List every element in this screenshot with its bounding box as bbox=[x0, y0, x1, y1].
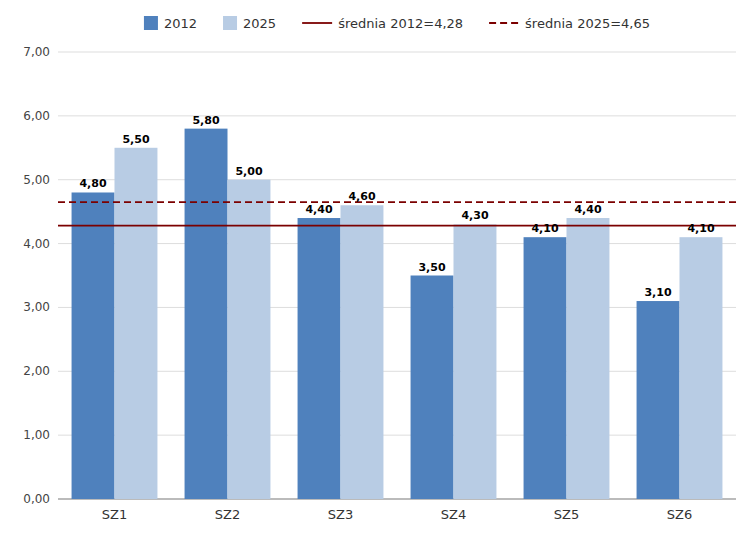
grid-line bbox=[58, 52, 736, 53]
y-tick-label: 7,00 bbox=[23, 45, 50, 59]
legend-swatch bbox=[223, 16, 237, 30]
mean-line bbox=[58, 201, 736, 203]
data-labels: 4,80 5,80 4,40 3,50 4,10 3,10 5,50 5,00 4,60 4,30… bbox=[79, 114, 714, 299]
grid-line bbox=[58, 243, 736, 244]
legend-label: średnia 2012=4,28 bbox=[338, 16, 463, 31]
x-axis-line bbox=[58, 499, 736, 500]
data-label: 4,10 bbox=[687, 222, 714, 235]
data-label: 4,80 bbox=[79, 177, 106, 190]
x-tick-label: SZ3 bbox=[328, 507, 353, 522]
y-tick-label: 3,00 bbox=[23, 300, 50, 314]
legend-item: 2012 bbox=[144, 16, 197, 31]
data-label: 4,60 bbox=[348, 190, 375, 203]
bar bbox=[341, 205, 384, 499]
bar bbox=[72, 192, 115, 499]
x-tick-label: SZ6 bbox=[667, 507, 692, 522]
grid-line bbox=[58, 499, 736, 500]
y-tick-label: 6,00 bbox=[23, 109, 50, 123]
grid-line bbox=[58, 435, 736, 436]
legend-swatch bbox=[144, 16, 158, 30]
data-label: 3,50 bbox=[418, 261, 445, 274]
data-label: 4,10 bbox=[531, 222, 558, 235]
y-tick-label: 1,00 bbox=[23, 428, 50, 442]
grid-line bbox=[58, 179, 736, 180]
bar bbox=[524, 237, 567, 499]
data-label: 4,30 bbox=[461, 209, 488, 222]
legend-item: średnia 2012=4,28 bbox=[302, 16, 463, 31]
legend-item: 2025 bbox=[223, 16, 276, 31]
y-tick-label: 0,00 bbox=[23, 492, 50, 506]
x-tick-label: SZ5 bbox=[554, 507, 579, 522]
bar bbox=[567, 218, 610, 499]
legend-label: średnia 2025=4,65 bbox=[525, 16, 650, 31]
data-label: 4,40 bbox=[305, 203, 332, 216]
mean-line bbox=[58, 225, 736, 227]
legend-label: 2012 bbox=[164, 16, 197, 31]
data-label: 5,00 bbox=[235, 165, 262, 178]
plot-area bbox=[58, 129, 736, 499]
y-tick-label: 4,00 bbox=[23, 237, 50, 251]
data-label: 3,10 bbox=[644, 286, 671, 299]
legend-label: 2025 bbox=[243, 16, 276, 31]
bar bbox=[454, 224, 497, 499]
bar bbox=[411, 276, 454, 500]
bar bbox=[228, 180, 271, 499]
bar bbox=[115, 148, 158, 499]
legend-item: średnia 2025=4,65 bbox=[489, 16, 650, 31]
x-tick-label: SZ2 bbox=[215, 507, 240, 522]
legend: 2012 2025 średnia 2012=4,28 średnia 2025=4,… bbox=[144, 16, 650, 31]
x-tick-label: SZ1 bbox=[102, 507, 127, 522]
grid bbox=[58, 52, 736, 499]
grid-line bbox=[58, 307, 736, 308]
grid-line bbox=[58, 115, 736, 116]
y-tick-label: 5,00 bbox=[23, 173, 50, 187]
grid-line bbox=[58, 371, 736, 372]
data-label: 5,50 bbox=[122, 133, 149, 146]
axes: 0,00 1,00 2,00 3,00 4,00 5,00 6,00 7,00 SZ1 SZ2 SZ… bbox=[23, 45, 736, 522]
legend-swatch bbox=[489, 22, 519, 24]
y-tick-label: 2,00 bbox=[23, 364, 50, 378]
legend-swatch bbox=[302, 22, 332, 24]
x-tick-label: SZ4 bbox=[441, 507, 466, 522]
chart: 0,00 1,00 2,00 3,00 4,00 5,00 6,00 7,00 SZ1 SZ2 SZ… bbox=[0, 0, 756, 539]
bar bbox=[637, 301, 680, 499]
bar bbox=[185, 129, 228, 499]
data-label: 5,80 bbox=[192, 114, 219, 127]
data-label: 4,40 bbox=[574, 203, 601, 216]
bar bbox=[298, 218, 341, 499]
bar bbox=[680, 237, 723, 499]
